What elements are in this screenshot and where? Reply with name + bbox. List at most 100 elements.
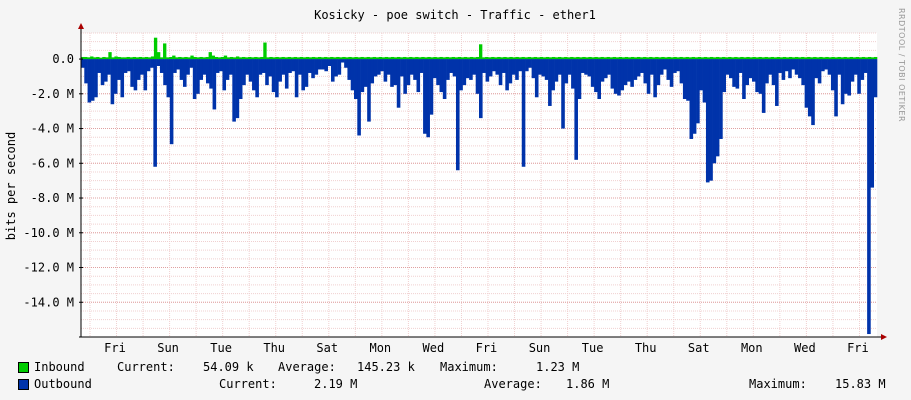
outbound-bar	[821, 59, 825, 72]
outbound-bar	[482, 59, 486, 73]
inbound-bar	[706, 57, 711, 60]
outbound-bar	[873, 59, 878, 98]
inbound-bar	[561, 57, 565, 60]
outbound-bar	[413, 59, 417, 80]
outbound-bar	[663, 59, 667, 70]
inbound-bar	[515, 56, 519, 60]
outbound-bar	[502, 59, 506, 73]
inbound-bar	[752, 56, 756, 60]
inbound-bar	[226, 57, 231, 60]
inbound-bar	[378, 56, 383, 60]
inbound-bar	[293, 56, 298, 60]
outbound-bar	[186, 59, 190, 75]
outbound-bar	[752, 59, 756, 82]
inbound-bar	[466, 57, 471, 60]
outbound-bar	[373, 59, 378, 77]
inbound-bar	[509, 56, 513, 60]
inbound-bar	[788, 56, 793, 60]
outbound-bar	[551, 59, 555, 91]
inbound-bar	[798, 57, 802, 60]
outbound-bar	[791, 59, 796, 70]
outbound-bar	[354, 59, 358, 100]
inbound-bar	[670, 57, 674, 60]
inbound-bar	[479, 44, 483, 60]
inbound-bar	[864, 57, 869, 60]
inbound-bar	[694, 57, 699, 60]
inbound-bar	[609, 57, 613, 60]
inbound-bar	[290, 57, 294, 60]
inbound-bar	[579, 57, 583, 60]
outbound-bar	[788, 59, 792, 79]
outbound-bar	[212, 59, 217, 110]
outbound-bar	[406, 59, 411, 86]
outbound-bar	[304, 59, 309, 87]
inbound-bar	[646, 57, 650, 60]
outbound-bar	[475, 59, 480, 94]
outbound-current-value: 2.19 M	[314, 377, 358, 391]
inbound-bar	[166, 57, 170, 60]
outbound-bar	[597, 59, 601, 100]
outbound-bar	[541, 59, 546, 77]
inbound-bar	[712, 57, 717, 60]
inbound-bar	[354, 56, 358, 60]
outbound-bar	[242, 59, 246, 86]
outbound-bar	[360, 59, 365, 93]
inbound-bar	[181, 57, 185, 60]
inbound-bar	[719, 57, 723, 60]
outbound-bar	[659, 59, 664, 75]
inbound-bar	[238, 57, 243, 60]
outbound-bar	[301, 59, 305, 91]
inbound-bar	[363, 57, 367, 60]
inbound-bar	[369, 57, 373, 60]
inbound-bar	[475, 56, 480, 60]
inbound-bar	[214, 56, 219, 60]
inbound-bar	[673, 56, 677, 60]
inbound-bar	[220, 56, 225, 60]
inbound-bar	[126, 56, 130, 60]
inbound-bar	[424, 57, 428, 60]
outbound-bar	[377, 59, 381, 75]
inbound-bar	[163, 43, 167, 60]
inbound-bar	[248, 56, 252, 60]
outbound-bar	[722, 59, 726, 93]
inbound-bar	[96, 56, 100, 60]
outbound-bar	[215, 59, 220, 73]
inbound-bar	[849, 56, 853, 60]
outbound-bar	[850, 59, 855, 82]
inbound-bar	[649, 56, 653, 60]
inbound-bar	[810, 57, 814, 60]
inbound-bar	[846, 57, 850, 60]
outbound-bar	[222, 59, 227, 91]
outbound-bar	[518, 59, 523, 72]
outbound-bar	[817, 59, 822, 84]
inbound-bar	[196, 57, 200, 60]
outbound-bar	[176, 59, 180, 70]
inbound-bar	[557, 56, 562, 60]
inbound-bar	[776, 56, 781, 60]
inbound-bar	[87, 57, 91, 60]
outbound-bar	[584, 59, 588, 75]
inbound-bar	[105, 57, 109, 60]
outbound-bar	[594, 59, 598, 93]
outbound-maximum-label: Maximum:	[749, 377, 807, 391]
outbound-bar	[409, 59, 414, 75]
inbound-bar	[703, 56, 708, 60]
outbound-bar	[498, 59, 503, 86]
inbound-bar	[539, 56, 544, 60]
outbound-bar	[87, 59, 92, 103]
outbound-bar	[140, 59, 144, 75]
inbound-bar	[597, 57, 601, 60]
inbound-bar	[448, 57, 452, 60]
inbound-bar	[500, 57, 504, 60]
outbound-bar	[452, 59, 457, 77]
outbound-bar	[393, 59, 398, 86]
inbound-bar	[749, 57, 753, 60]
inbound-bar	[813, 56, 817, 60]
inbound-bar	[272, 57, 276, 60]
outbound-bar	[705, 59, 710, 183]
outbound-bar	[462, 59, 467, 86]
inbound-bar	[852, 57, 857, 60]
outbound-bar	[159, 59, 164, 73]
inbound-bar	[372, 56, 376, 60]
outbound-bar	[449, 59, 453, 73]
